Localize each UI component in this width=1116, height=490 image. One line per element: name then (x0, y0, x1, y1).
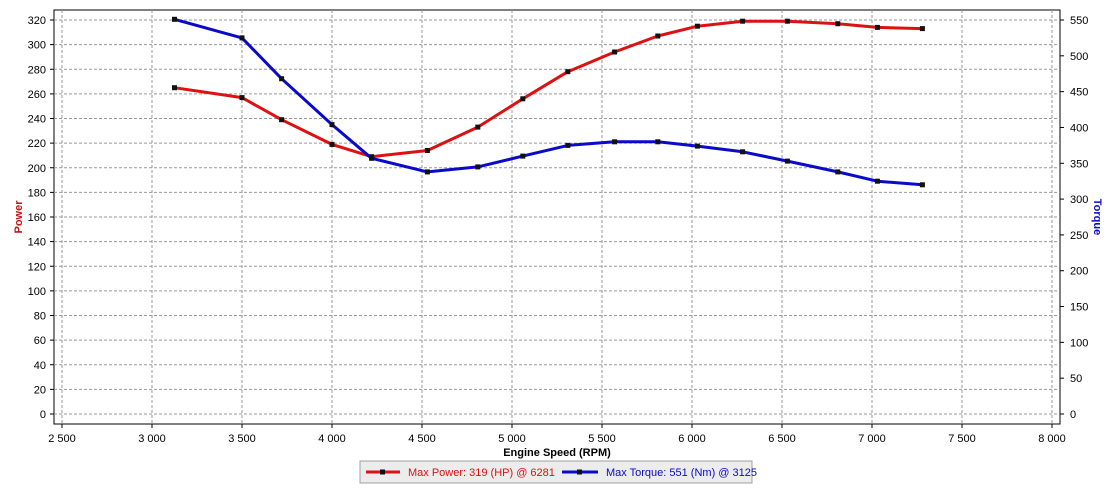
torque-point (835, 169, 841, 175)
power-point (565, 69, 571, 75)
right-tick-label: 250 (1070, 230, 1088, 242)
power-point (740, 18, 746, 24)
right-tick-label: 50 (1070, 373, 1082, 385)
right-tick-label: 200 (1070, 266, 1088, 278)
power-point (694, 23, 700, 29)
torque-point (369, 155, 375, 161)
x-tick-label: 2 500 (48, 433, 76, 445)
power-point (835, 21, 841, 27)
left-axis-ticks: 0 20 40 60 80 100 120 140 160 180 200 220 240 260 280 3… (28, 15, 54, 421)
left-tick-label: 260 (28, 89, 46, 101)
power-point (475, 124, 481, 130)
torque-point (612, 139, 618, 145)
left-tick-label: 140 (28, 237, 46, 249)
right-axis-title: Torque (1091, 199, 1103, 235)
torque-point (520, 153, 526, 159)
torque-point (874, 178, 880, 184)
power-point (520, 96, 526, 102)
torque-point (694, 143, 700, 149)
left-tick-label: 200 (28, 163, 46, 175)
x-tick-label: 8 000 (1038, 433, 1066, 445)
power-point (655, 33, 661, 39)
left-tick-label: 320 (28, 15, 46, 27)
x-tick-label: 5 000 (498, 433, 526, 445)
left-tick-label: 100 (28, 286, 46, 298)
legend-power-marker (380, 469, 385, 475)
x-tick-label: 6 500 (768, 433, 796, 445)
torque-point (279, 76, 285, 82)
right-tick-label: 300 (1070, 194, 1088, 206)
torque-point (424, 169, 430, 175)
series-group (172, 16, 925, 188)
power-point (172, 85, 177, 91)
left-tick-label: 80 (34, 311, 46, 323)
torque-point (565, 142, 571, 148)
right-tick-label: 150 (1070, 302, 1088, 314)
right-tick-label: 500 (1070, 51, 1088, 63)
legend-torque-marker (577, 469, 582, 475)
torque-point (239, 35, 245, 41)
left-tick-label: 0 (40, 409, 46, 421)
left-tick-label: 40 (34, 360, 46, 372)
left-tick-label: 120 (28, 261, 46, 273)
torque-point (655, 139, 661, 145)
torque-point (329, 122, 335, 128)
left-tick-label: 280 (28, 64, 46, 76)
x-tick-label: 7 500 (948, 433, 976, 445)
power-point (919, 26, 925, 32)
torque-point (172, 16, 177, 22)
left-axis-title: Power (13, 200, 25, 234)
left-tick-label: 160 (28, 212, 46, 224)
legend-box (359, 460, 753, 484)
left-tick-label: 20 (34, 384, 46, 396)
right-tick-label: 550 (1070, 15, 1088, 27)
legend-power-label: Max Power: 319 (HP) @ 6281 (408, 467, 555, 479)
x-tick-label: 6 000 (678, 433, 706, 445)
left-tick-label: 60 (34, 335, 46, 347)
right-tick-label: 450 (1070, 87, 1088, 99)
left-tick-label: 180 (28, 187, 46, 199)
x-tick-label: 7 000 (858, 433, 886, 445)
grid-lines (54, 10, 1060, 424)
legend-torque-label: Max Torque: 551 (Nm) @ 3125 (606, 467, 757, 479)
x-tick-label: 4 500 (408, 433, 436, 445)
right-tick-label: 100 (1070, 337, 1088, 349)
x-tick-label: 3 000 (138, 433, 166, 445)
right-axis-ticks: 0 50 100 150 200 250 300 350 400 450 500 550 (1060, 15, 1088, 421)
power-point (329, 141, 335, 147)
torque-point (475, 164, 481, 170)
legend: Max Power: 319 (HP) @ 6281 Max Torque: 5… (359, 460, 757, 484)
left-tick-label: 240 (28, 114, 46, 126)
power-point (784, 18, 790, 24)
x-axis-title: Engine Speed (RPM) (503, 447, 611, 459)
right-tick-label: 350 (1070, 158, 1088, 170)
right-tick-label: 0 (1070, 409, 1076, 421)
power-point (239, 95, 245, 101)
power-point (279, 117, 285, 123)
power-point (612, 49, 618, 55)
x-tick-label: 5 500 (588, 433, 616, 445)
power-point (874, 24, 880, 30)
right-tick-label: 400 (1070, 122, 1088, 134)
x-axis-ticks: 2 500 3 000 3 500 4 000 4 500 5 000 5 500 6 000… (48, 424, 1066, 445)
left-tick-label: 300 (28, 40, 46, 52)
x-tick-label: 3 500 (228, 433, 256, 445)
x-tick-label: 4 000 (318, 433, 346, 445)
power-point (424, 148, 430, 153)
torque-point (740, 149, 746, 155)
left-tick-label: 220 (28, 138, 46, 150)
torque-point (784, 158, 790, 164)
torque-point (919, 182, 925, 188)
